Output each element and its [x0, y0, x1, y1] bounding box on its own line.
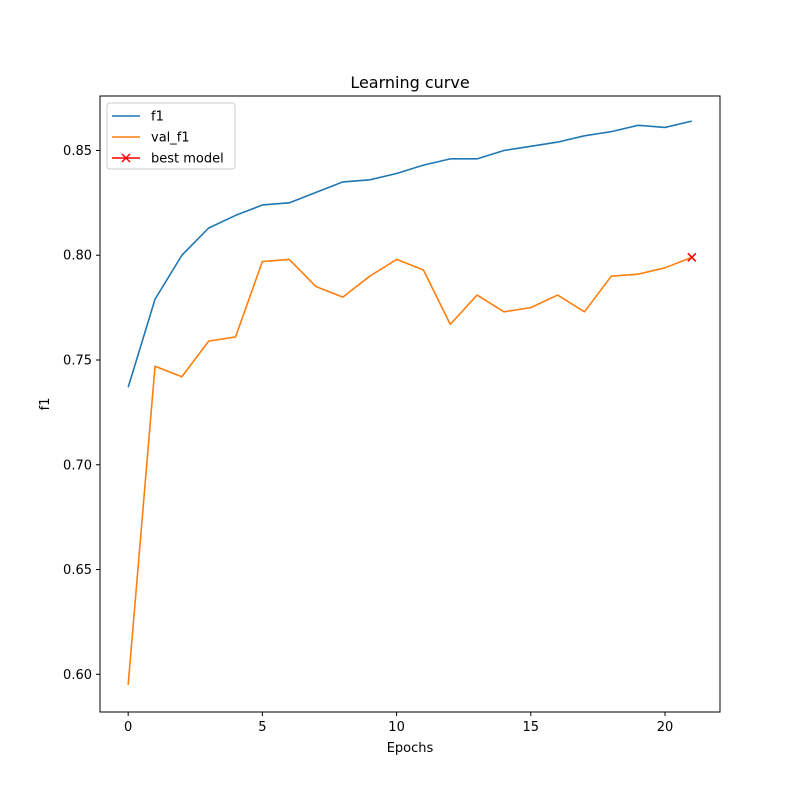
y-axis-ticks: 0.60 0.65 0.70 0.75 0.80 0.85 [63, 144, 100, 683]
y-tick-label: 0.75 [63, 354, 92, 369]
x-tick-label: 10 [388, 720, 405, 735]
y-tick-label: 0.70 [63, 458, 92, 473]
series-lines [127, 120, 693, 685]
x-axis-label: Epochs [387, 741, 434, 756]
legend-label: best model [151, 152, 224, 167]
y-tick-label: 0.60 [63, 668, 92, 683]
plot-area [99, 95, 721, 713]
legend-item-f1: f1 [112, 110, 164, 125]
x-tick-label: 20 [657, 720, 674, 735]
legend-label: val_f1 [151, 131, 190, 146]
y-tick-label: 0.80 [63, 249, 92, 264]
legend-item-best-model: best model [112, 152, 224, 167]
x-axis-ticks: 0 5 10 15 20 [124, 712, 673, 735]
y-tick-label: 0.65 [63, 563, 92, 578]
legend-box [106, 102, 236, 170]
x-tick-label: 5 [258, 720, 266, 735]
legend-item-val-f1: val_f1 [112, 131, 190, 146]
best-model-marker [687, 252, 697, 262]
legend-label: f1 [151, 110, 164, 125]
x-tick-label: 15 [523, 720, 540, 735]
marker-layer [687, 252, 697, 262]
y-tick-label: 0.85 [63, 144, 92, 159]
series-line-val-f1 [127, 256, 693, 685]
series-line-f1 [127, 120, 693, 388]
x-tick-label: 0 [124, 720, 132, 735]
y-axis-label: f1 [38, 398, 53, 411]
chart-title: Learning curve [350, 73, 469, 92]
